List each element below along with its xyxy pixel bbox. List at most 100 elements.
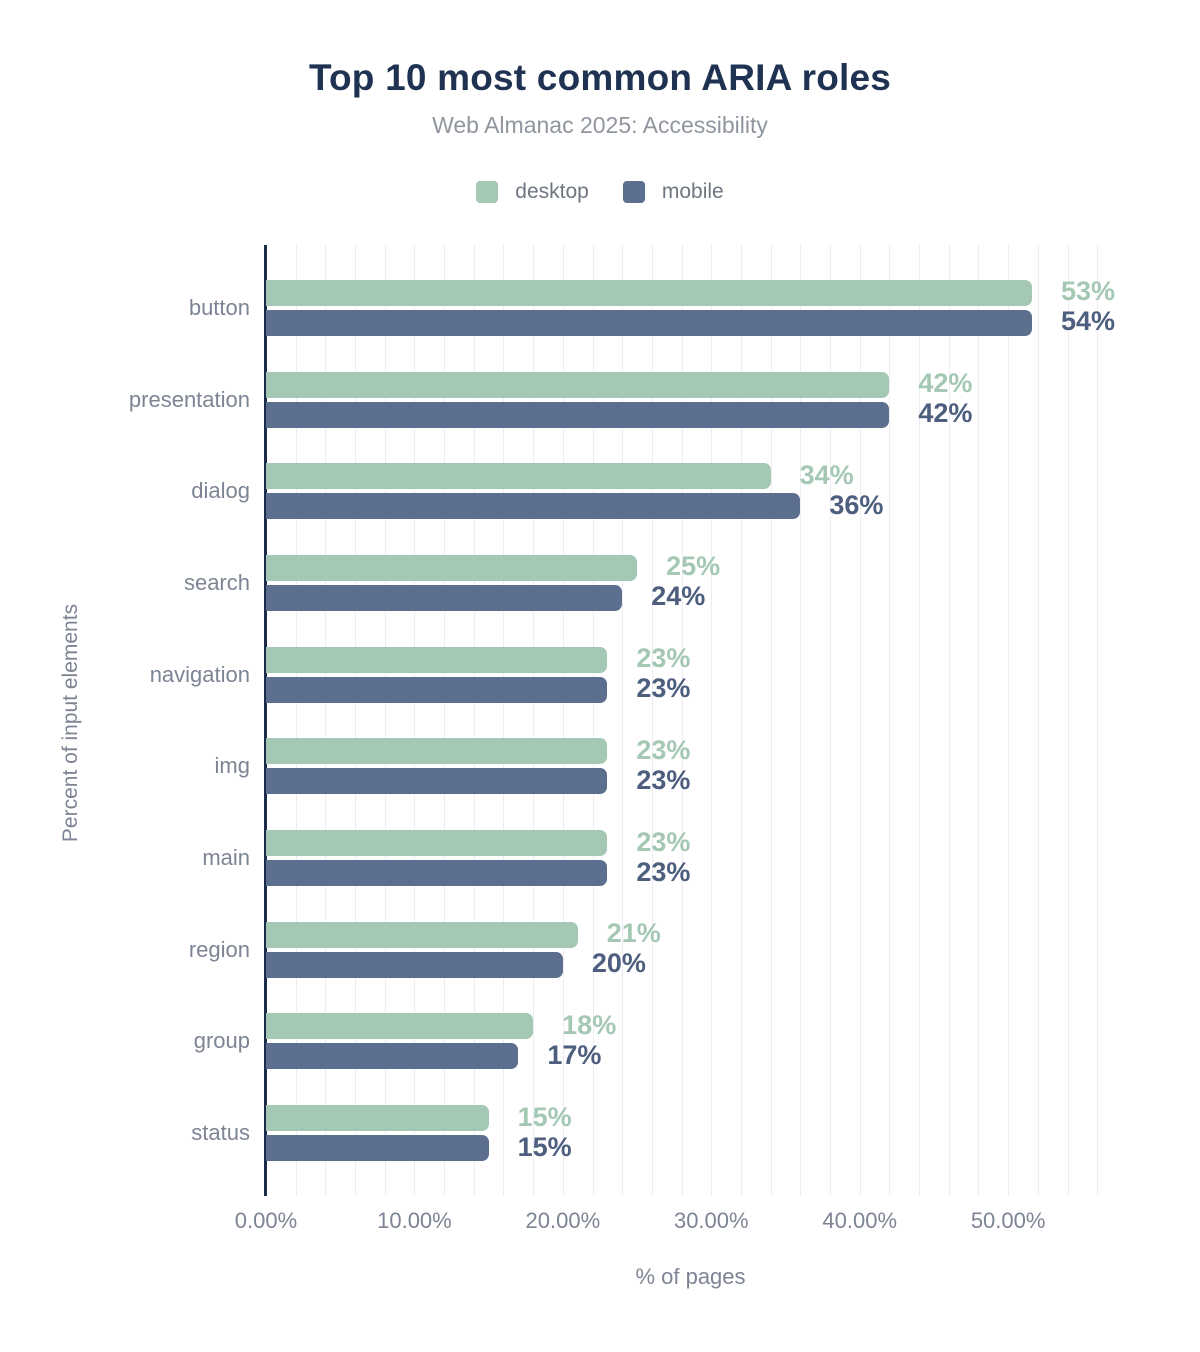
chart-title: Top 10 most common ARIA roles <box>308 57 892 98</box>
value-label-mobile-group: 17% <box>547 1039 602 1070</box>
value-label-desktop-group: 18% <box>562 1009 617 1040</box>
x-axis-ticks: 0.00% 10.00% 20.00% 30.00% 40.00% 50.00% <box>235 1208 1115 1234</box>
bar-group: 25% 24% <box>266 551 1115 612</box>
series-line-mobile: 23% <box>266 766 1115 795</box>
x-tick-label: 10.00% <box>377 1208 452 1233</box>
bar-mobile-button <box>266 309 1032 336</box>
bar-group: 23% 23% <box>266 645 1115 704</box>
bar-desktop-main <box>266 830 608 857</box>
y-axis-line <box>264 245 267 1196</box>
series-line-mobile: 23% <box>266 856 1115 887</box>
chart-row-img: img 23% 23% <box>215 721 1115 813</box>
value-label-desktop-status: 15% <box>517 1101 572 1132</box>
series-line-desktop: 21% <box>266 920 1115 948</box>
value-label-desktop-search: 25% <box>666 551 721 582</box>
bar-mobile-search <box>266 584 623 611</box>
chart-row-dialog: dialog 34% 36% <box>191 445 1115 537</box>
bar-desktop-dialog <box>266 463 771 490</box>
series-line-mobile: 20% <box>266 948 1115 979</box>
value-label-mobile-dialog: 36% <box>829 489 884 520</box>
legend: desktop mobile <box>0 180 1200 204</box>
bar-mobile-group <box>266 1043 519 1070</box>
y-axis-title: Percent of input elements <box>59 603 82 843</box>
bar-group: 23% 23% <box>266 736 1115 795</box>
gridline <box>770 245 772 1196</box>
bar-mobile-img <box>266 768 608 795</box>
gridlines <box>266 245 1115 1196</box>
series-line-desktop: 34% <box>266 461 1115 490</box>
series-line-mobile: 23% <box>266 673 1115 704</box>
category-label: status <box>191 1120 250 1146</box>
bar-desktop-status <box>266 1105 489 1132</box>
series-line-mobile: 17% <box>266 1039 1115 1070</box>
chart-row-main: main 23% 23% <box>202 812 1115 904</box>
gridline <box>533 245 535 1196</box>
bar-mobile-dialog <box>266 493 801 520</box>
series-line-desktop: 25% <box>266 551 1115 582</box>
bar-desktop-img <box>266 738 608 765</box>
x-axis-title: % of pages <box>635 1264 746 1289</box>
x-tick-label: 50.00% <box>970 1208 1046 1233</box>
legend-swatch-desktop <box>476 181 499 203</box>
legend-swatch-mobile <box>622 181 645 203</box>
value-label-mobile-main: 23% <box>636 856 691 887</box>
legend-item-desktop[interactable]: desktop <box>476 180 589 204</box>
plot-area: button 53% 54% presentation 42% 42% dialog 34% 3… <box>129 245 1115 1196</box>
value-label-mobile-button: 54% <box>1060 306 1115 337</box>
category-label: img <box>214 753 250 779</box>
series-line-desktop: 18% <box>266 1009 1115 1040</box>
bar-group: 42% 42% <box>266 370 1115 428</box>
legend-item-mobile[interactable]: mobile <box>622 180 724 204</box>
bar-group: 23% 23% <box>266 826 1115 887</box>
bar-desktop-search <box>266 554 638 581</box>
category-label: group <box>193 1028 250 1054</box>
bar-desktop-region <box>266 921 578 948</box>
gridline <box>384 245 386 1196</box>
gridline <box>1008 245 1010 1196</box>
gridline <box>414 245 416 1196</box>
gridline <box>562 245 564 1196</box>
gridline <box>503 245 505 1196</box>
category-label: main <box>202 845 250 871</box>
gridline <box>444 245 446 1196</box>
category-label: presentation <box>128 386 250 412</box>
bar-rows: button 53% 54% presentation 42% 42% dialog 34% 3… <box>129 245 1115 1196</box>
value-label-mobile-region: 20% <box>591 948 646 979</box>
series-line-desktop: 23% <box>266 826 1115 857</box>
bar-mobile-main <box>266 860 608 887</box>
gridline <box>711 245 713 1196</box>
chart-subtitle: Web Almanac 2025: Accessibility <box>432 112 768 138</box>
series-line-mobile: 42% <box>266 400 1115 428</box>
value-label-mobile-navigation: 23% <box>636 673 691 704</box>
gridline <box>295 245 297 1196</box>
bar-mobile-status <box>266 1135 489 1162</box>
gridline <box>948 245 950 1196</box>
bar-group: 34% 36% <box>266 461 1115 520</box>
bar-mobile-navigation <box>266 676 608 703</box>
chart-row-search: search 25% 24% <box>184 537 1115 629</box>
gridline <box>622 245 624 1196</box>
gridline <box>1067 245 1069 1196</box>
gridline <box>919 245 921 1196</box>
category-label: region <box>188 936 250 962</box>
category-label: navigation <box>149 661 250 687</box>
series-line-mobile: 15% <box>266 1133 1115 1162</box>
chart-row-region: region 21% 20% <box>189 904 1115 996</box>
gridline <box>681 245 683 1196</box>
gridline <box>859 245 861 1196</box>
chart-row-button: button 53% 54% <box>189 262 1115 354</box>
value-label-desktop-button: 53% <box>1060 276 1115 307</box>
bar-mobile-region <box>266 951 563 978</box>
bar-desktop-button <box>266 279 1032 306</box>
value-label-desktop-main: 23% <box>636 826 691 857</box>
gridline <box>355 245 357 1196</box>
category-label: search <box>183 569 250 595</box>
x-tick-label: 0.00% <box>234 1208 298 1233</box>
x-tick-label: 30.00% <box>673 1208 749 1233</box>
value-label-mobile-search: 24% <box>651 581 706 612</box>
series-line-desktop: 23% <box>266 645 1115 673</box>
gridline <box>830 245 832 1196</box>
chart-row-group: group 18% 17% <box>194 996 1115 1088</box>
gridline <box>889 245 891 1196</box>
